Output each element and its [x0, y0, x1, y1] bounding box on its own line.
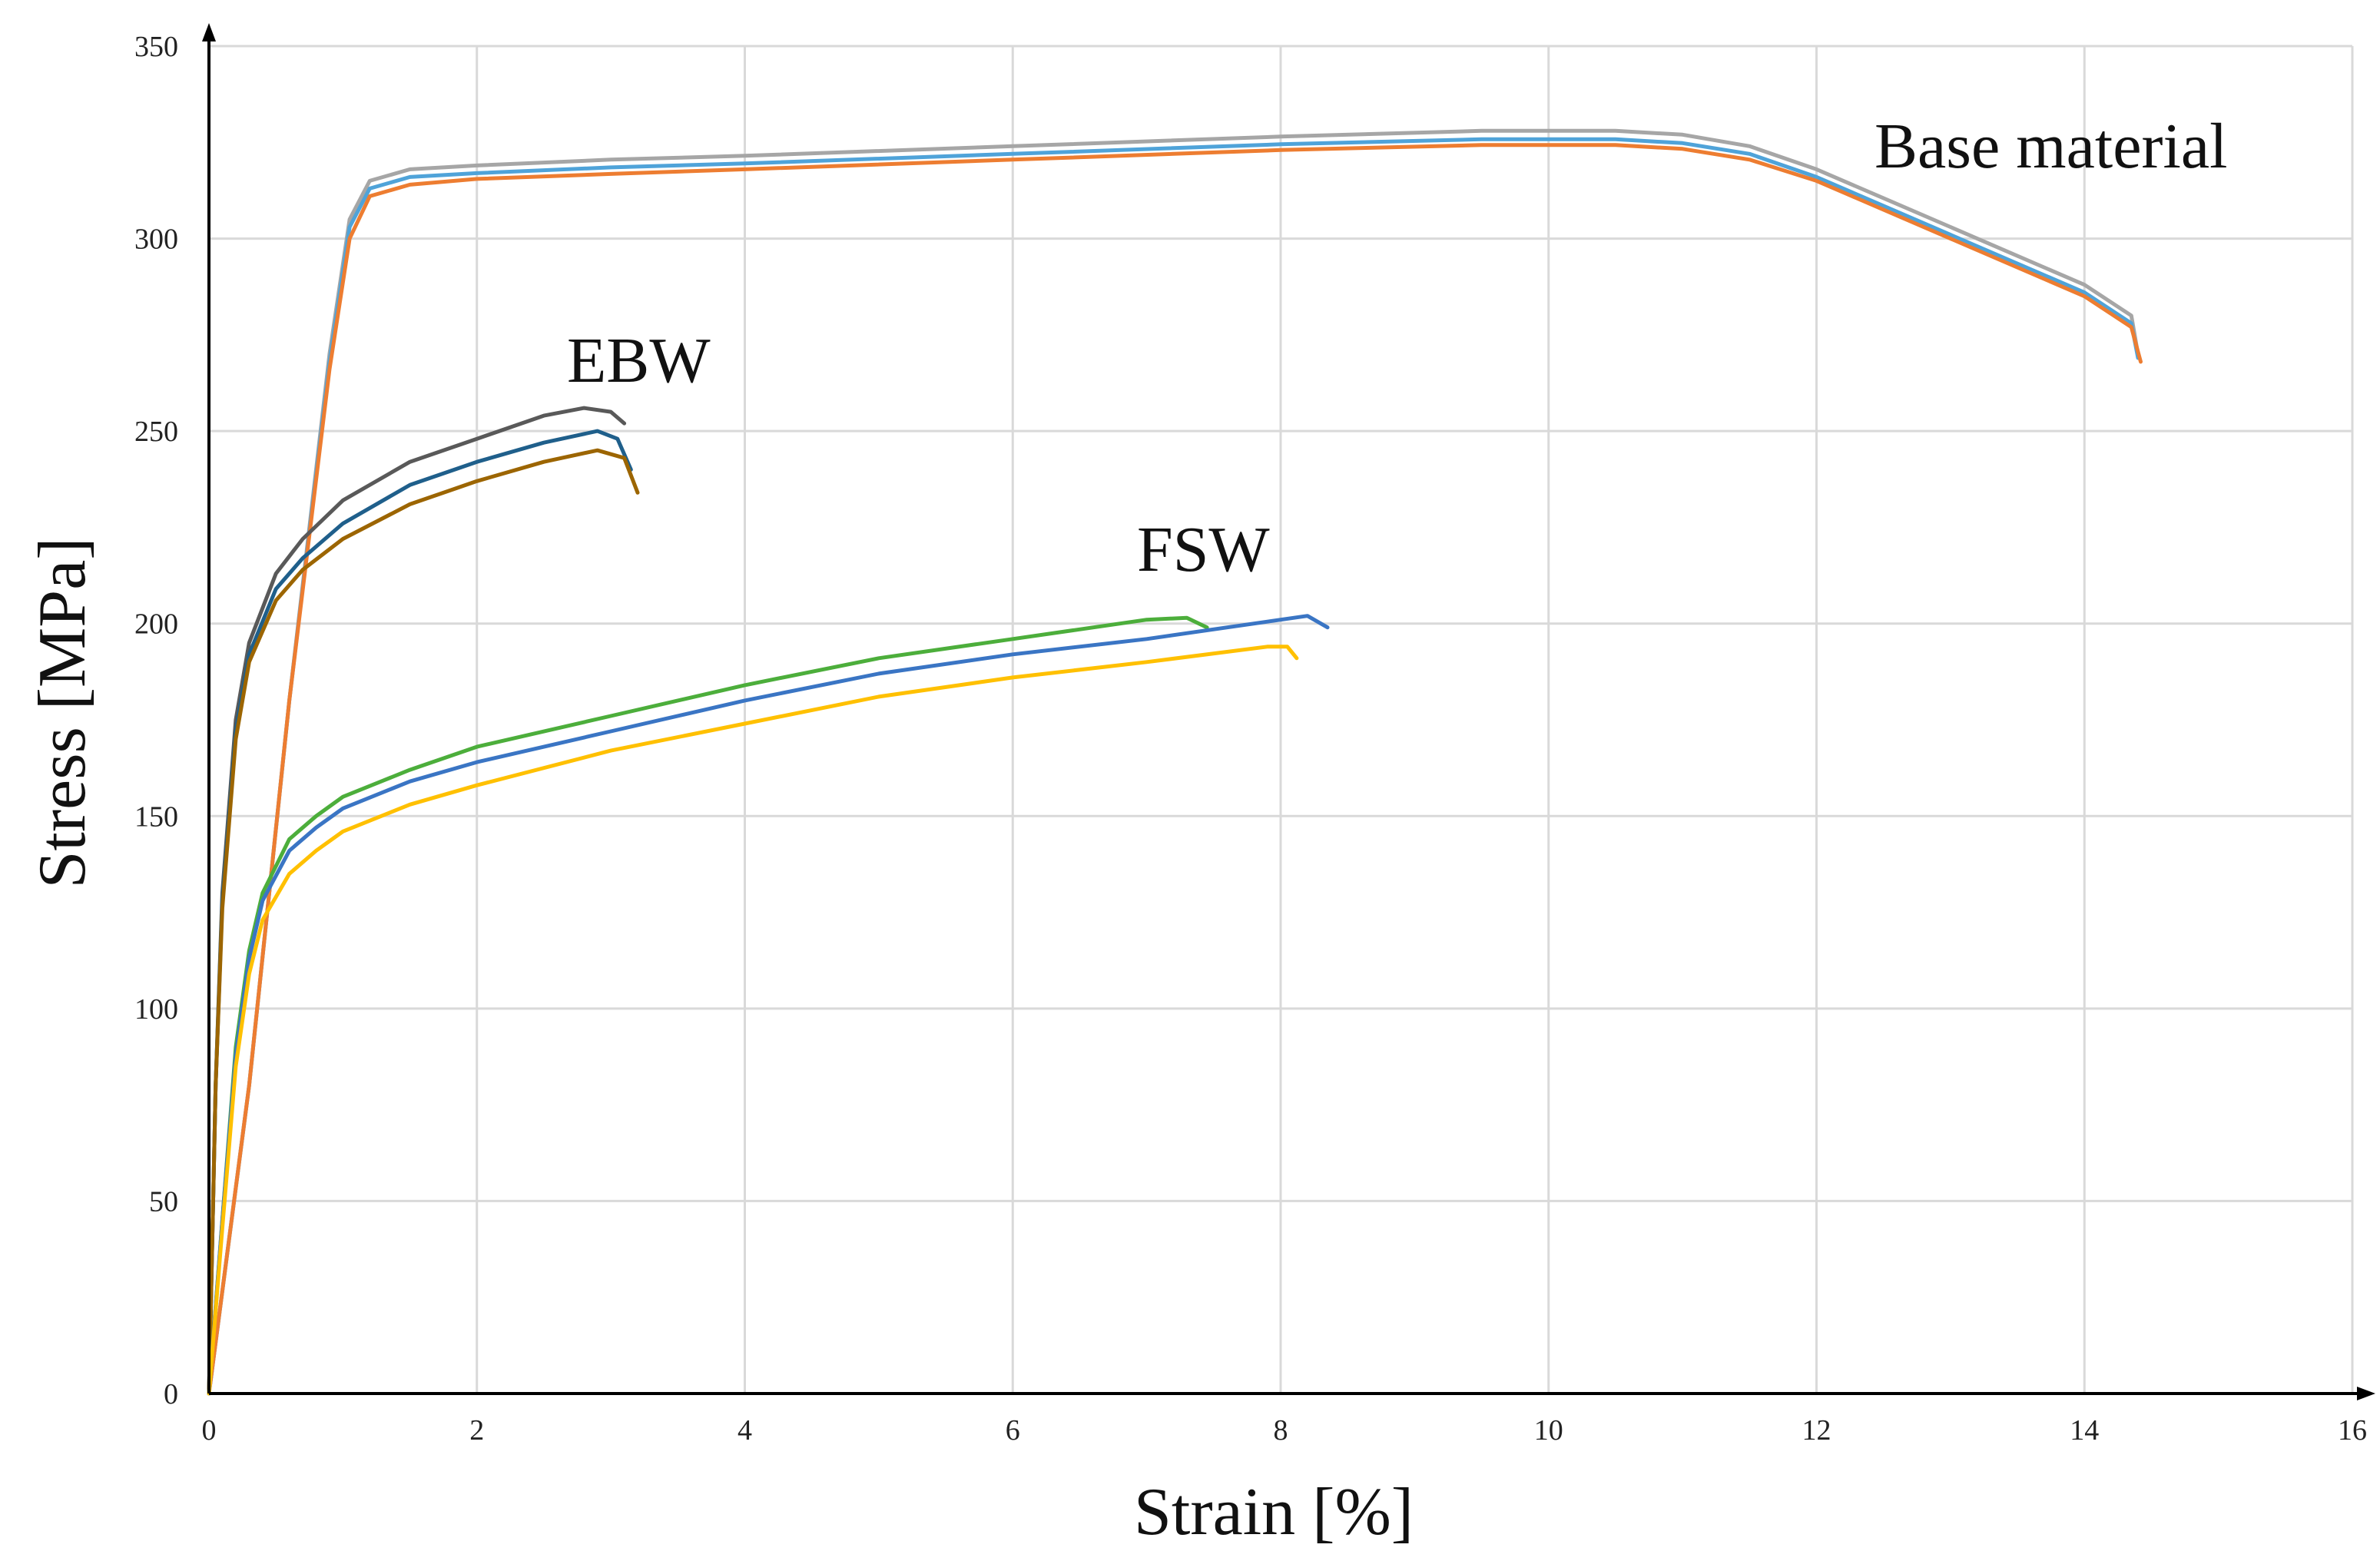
y-tick-label: 350	[134, 31, 178, 63]
x-tick-label: 4	[738, 1414, 752, 1447]
annotation-ebw: EBW	[567, 325, 711, 396]
series-line-ebw-3	[207, 448, 640, 1396]
y-axis-arrow	[202, 23, 216, 41]
x-tick-label: 2	[469, 1414, 484, 1447]
x-tick-label: 16	[2338, 1414, 2367, 1447]
series-line-base-material-3	[207, 143, 2143, 1396]
y-tick-label: 150	[134, 800, 178, 833]
annotation-fsw: FSW	[1137, 514, 1270, 585]
grid-layer	[209, 45, 2354, 1394]
y-tick-label: 200	[134, 608, 178, 641]
x-tick-label: 0	[202, 1414, 217, 1447]
y-tick-label: 100	[134, 993, 178, 1026]
series-line-fsw-2	[207, 614, 1330, 1396]
series-line-ebw-1	[207, 406, 627, 1396]
series-line-ebw-2	[207, 429, 633, 1396]
series-line-base-material-1	[207, 128, 2140, 1396]
x-axis-arrow	[2357, 1387, 2375, 1400]
y-tick-label: 250	[134, 416, 178, 448]
x-tick-label: 14	[2070, 1414, 2099, 1447]
y-axis-title: Stress [MPa]	[25, 537, 100, 888]
tick-label-layer: 0 2 4 6 8 10 12 14 16 0 50 100 150 200 250 300 350	[134, 31, 2367, 1447]
axis-layer	[202, 23, 2375, 1400]
series-line-fsw-1	[207, 615, 1209, 1396]
x-axis-title: Strain [%]	[1134, 1475, 1414, 1549]
series-line-fsw-3	[207, 645, 1299, 1396]
x-tick-label: 12	[1802, 1414, 1831, 1447]
annotation-base-material: Base material	[1874, 111, 2227, 182]
x-tick-label: 8	[1274, 1414, 1288, 1447]
y-tick-label: 300	[134, 224, 178, 256]
y-tick-label: 50	[149, 1185, 178, 1218]
x-tick-label: 6	[1006, 1414, 1020, 1447]
series-layer	[207, 128, 2143, 1396]
y-tick-label: 0	[164, 1378, 178, 1410]
x-tick-label: 10	[1534, 1414, 1563, 1447]
series-line-base-material-2	[207, 137, 2140, 1396]
